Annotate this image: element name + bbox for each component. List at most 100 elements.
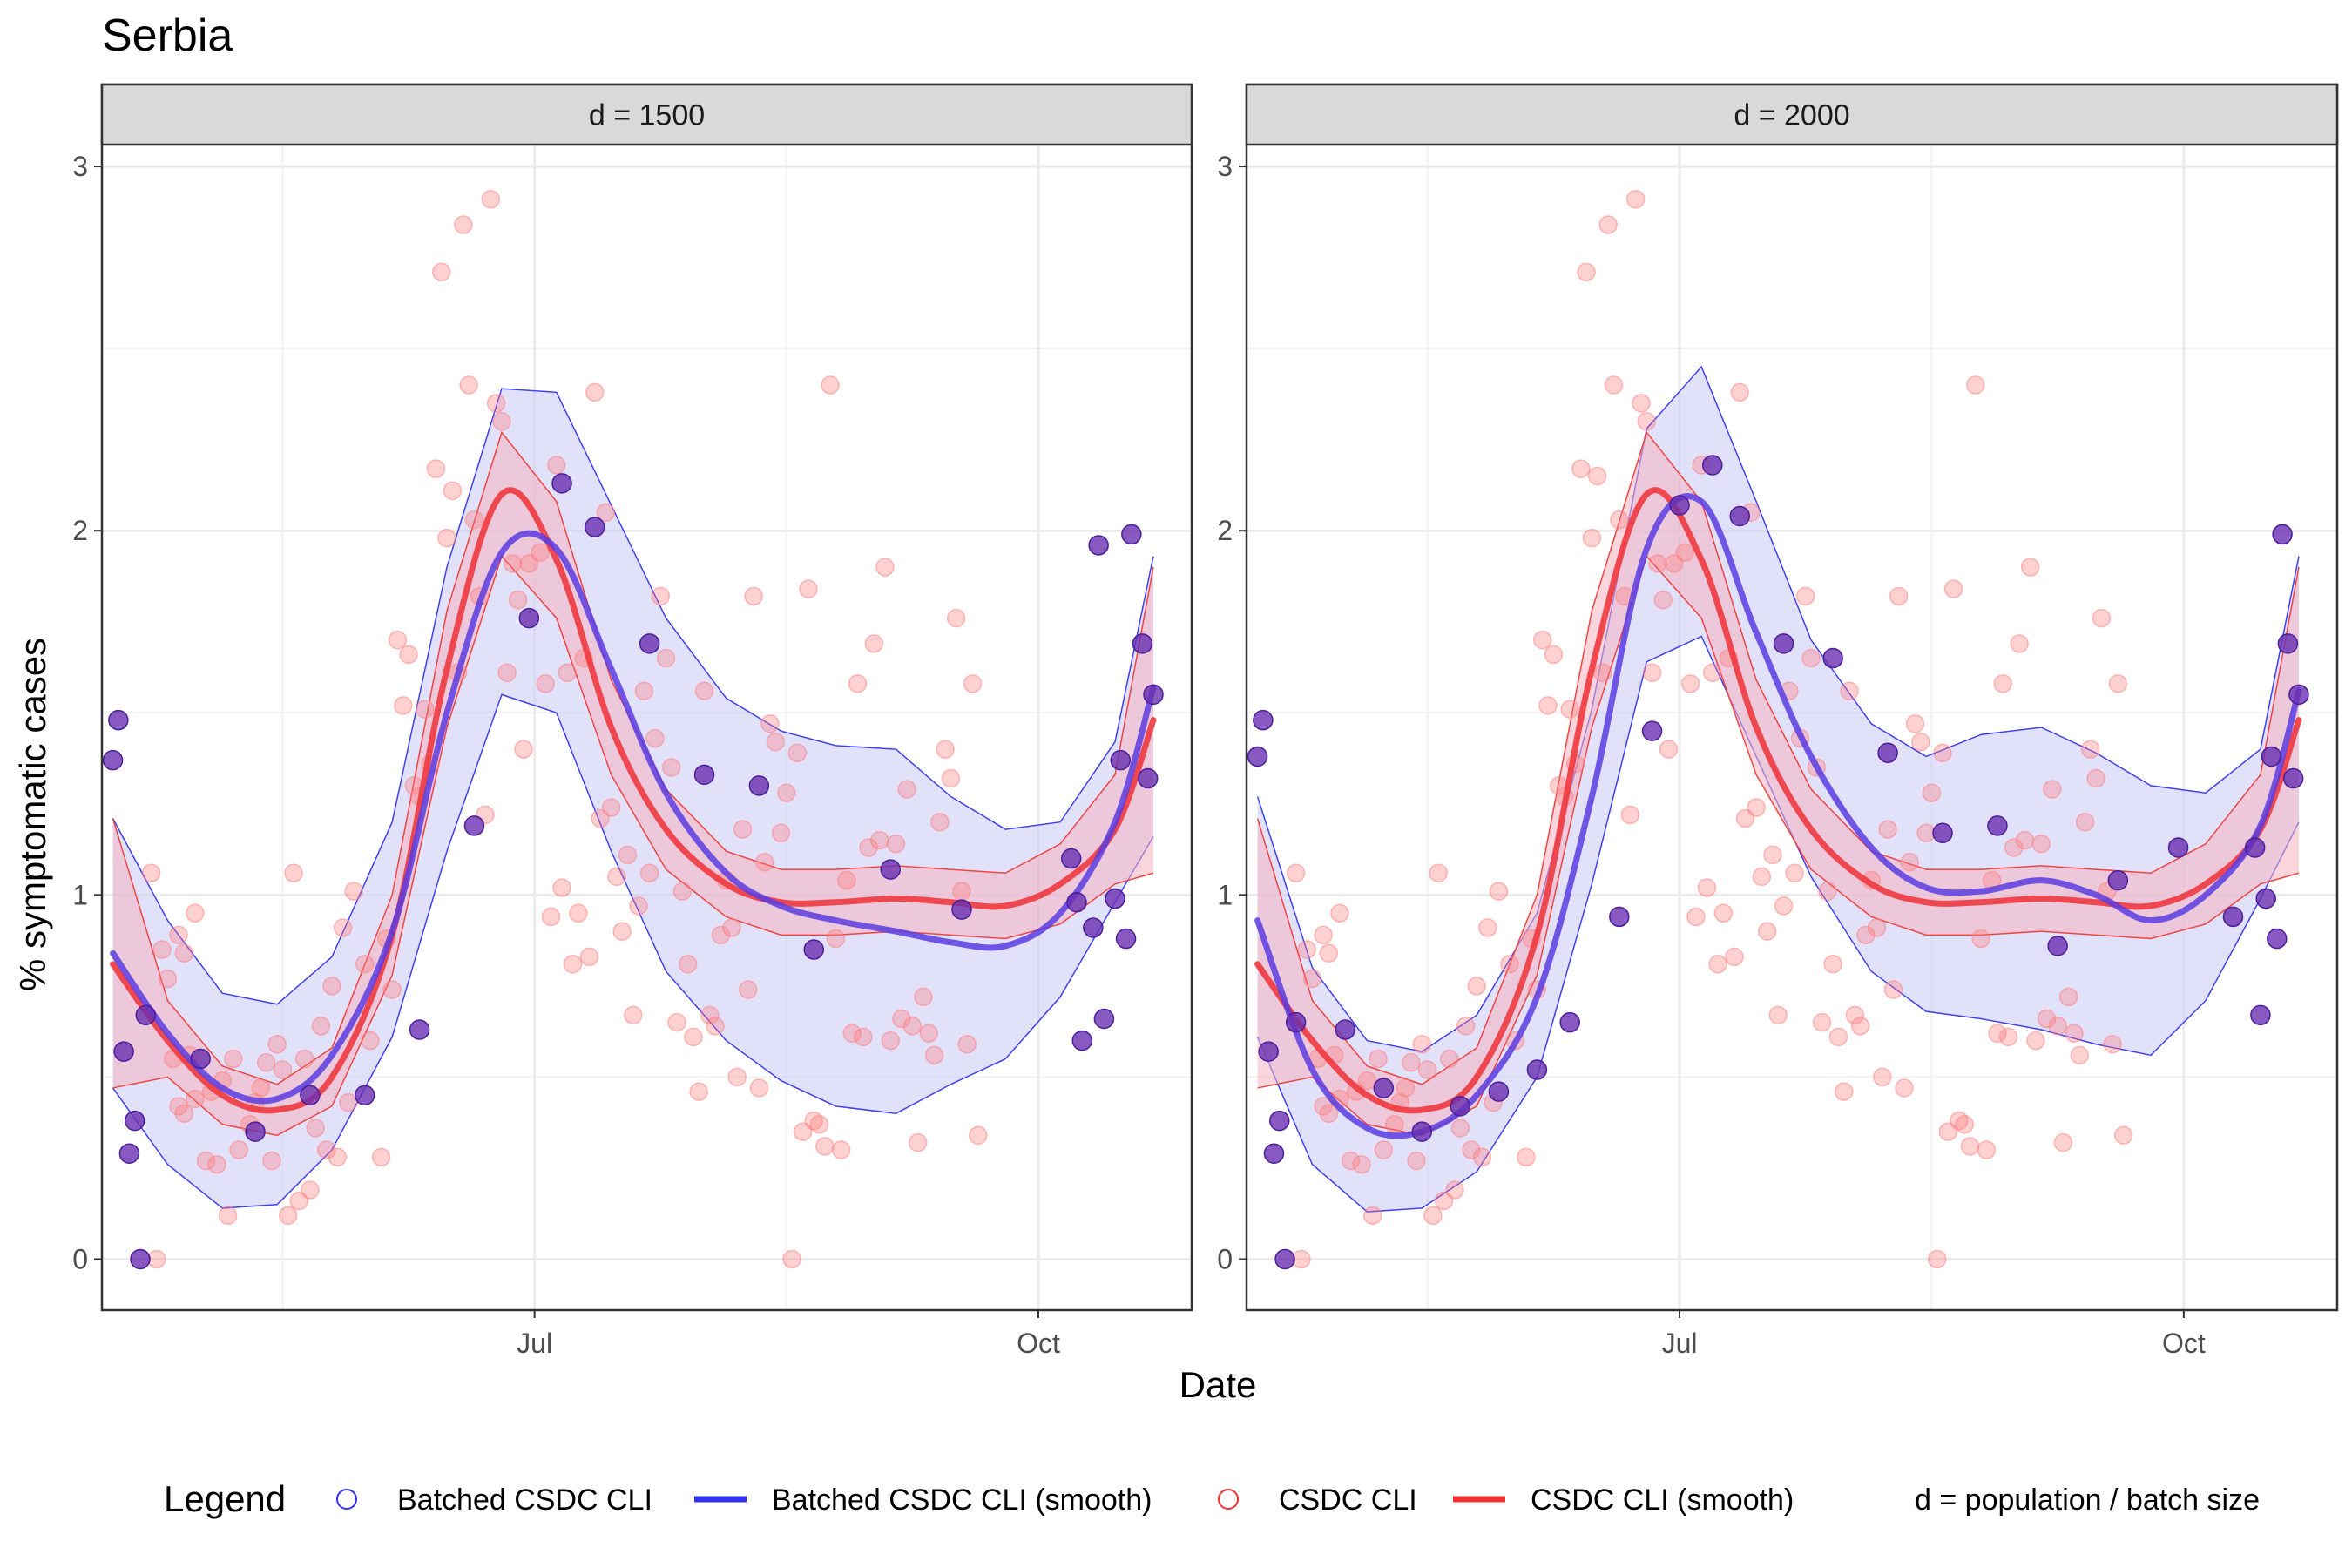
csdc-point	[1911, 732, 1930, 752]
csdc-point	[1467, 977, 1486, 996]
csdc-point	[694, 681, 714, 700]
csdc-point	[672, 882, 693, 901]
csdc-point	[328, 1147, 348, 1167]
csdc-point	[711, 925, 731, 945]
csdc-point	[1587, 466, 1607, 486]
strip-background	[100, 83, 1193, 146]
csdc-point	[1412, 1035, 1432, 1054]
csdc-point	[1867, 918, 1887, 937]
csdc-point	[957, 1035, 977, 1054]
csdc-point	[886, 835, 906, 854]
csdc-point	[831, 1140, 851, 1159]
csdc-point	[936, 740, 955, 759]
batched-point	[245, 1121, 266, 1142]
csdc-point	[1571, 459, 1591, 478]
csdc-point	[1752, 867, 1772, 887]
batched-point	[1526, 1059, 1548, 1080]
batched-point	[1071, 1030, 1093, 1051]
csdc-point	[437, 528, 456, 548]
csdc-point	[727, 1067, 747, 1087]
csdc-point	[963, 674, 983, 693]
csdc-point	[563, 955, 583, 974]
csdc-point	[656, 648, 676, 668]
batched-point	[1641, 720, 1663, 741]
csdc-point	[618, 845, 638, 865]
csdc-point	[492, 412, 511, 431]
csdc-point	[1922, 783, 1942, 803]
csdc-point	[1407, 1151, 1426, 1171]
csdc-point	[1653, 590, 1673, 610]
batched-point	[1411, 1121, 1433, 1142]
csdc-band-fill	[112, 432, 1153, 1136]
csdc-point	[1768, 1005, 1788, 1025]
csdc-point	[1801, 648, 1821, 668]
csdc-point	[1725, 947, 1744, 967]
batched-point	[2282, 767, 2304, 789]
legend-label-batched-smooth: Batched CSDC CLI (smooth)	[772, 1484, 1152, 1517]
csdc-point	[1713, 903, 1734, 923]
csdc-point	[1795, 586, 1815, 606]
csdc-point	[251, 1078, 271, 1098]
legend-label-batched: Batched CSDC CLI	[397, 1484, 652, 1517]
csdc-point	[667, 1012, 686, 1032]
csdc-point	[1960, 1137, 1980, 1156]
csdc-point	[651, 586, 670, 606]
csdc-point	[481, 189, 501, 209]
batched-point	[1274, 1248, 1295, 1270]
csdc-point	[569, 903, 588, 923]
csdc-point	[147, 1249, 166, 1269]
csdc-point	[902, 1017, 923, 1036]
csdc-point	[1642, 663, 1662, 683]
batched-point	[2107, 869, 2129, 891]
batched-point	[518, 607, 540, 629]
csdc-point	[579, 947, 599, 967]
csdc-point	[2058, 987, 2078, 1007]
batched-point	[951, 899, 972, 920]
csdc-point	[1828, 1027, 1848, 1047]
batched-point	[1373, 1078, 1395, 1098]
csdc-point	[815, 1137, 835, 1156]
csdc-point	[1993, 674, 2012, 693]
batched-point	[130, 1248, 151, 1270]
csdc-point	[684, 1027, 703, 1047]
csdc-point	[1850, 1017, 1870, 1036]
csdc-point	[547, 456, 566, 475]
batched-point	[1132, 633, 1153, 654]
csdc-point	[1593, 663, 1612, 683]
x-tick-label: Jul	[517, 1328, 552, 1359]
csdc-point	[1440, 1049, 1459, 1069]
csdc-point	[869, 830, 889, 850]
y-tick-label: 3	[72, 151, 88, 182]
csdc-point	[316, 1140, 336, 1159]
x-tick-label: Jul	[1662, 1328, 1698, 1359]
csdc-point	[1385, 1115, 1404, 1134]
csdc-point	[464, 510, 484, 530]
csdc-point	[1763, 845, 1782, 865]
y-tick-label: 2	[72, 515, 88, 546]
batched-point	[1105, 888, 1125, 909]
csdc-point	[322, 977, 341, 996]
batched-point	[300, 1085, 321, 1106]
batched-point	[2267, 928, 2288, 950]
csdc-point	[1697, 878, 1717, 897]
csdc-point	[388, 630, 408, 650]
csdc-point	[1357, 1071, 1377, 1091]
csdc-point	[256, 1052, 276, 1072]
batched-band-lower-edge	[112, 693, 1154, 1209]
batched-point	[1143, 684, 1164, 706]
csdc-point	[799, 579, 818, 598]
csdc-point	[361, 1031, 380, 1051]
csdc-point	[1374, 1140, 1394, 1159]
csdc-point	[744, 586, 763, 606]
csdc-point	[1319, 1104, 1339, 1123]
csdc-point	[1905, 714, 1925, 733]
batched-point	[1060, 848, 1082, 869]
csdc-point	[1598, 215, 1618, 234]
csdc-point	[224, 1049, 243, 1069]
csdc-point	[278, 1206, 298, 1226]
csdc-point	[1680, 674, 1700, 693]
csdc-point	[596, 503, 616, 523]
csdc-point	[1302, 969, 1322, 989]
batched-point	[2047, 936, 2068, 956]
csdc-point	[924, 1045, 944, 1065]
